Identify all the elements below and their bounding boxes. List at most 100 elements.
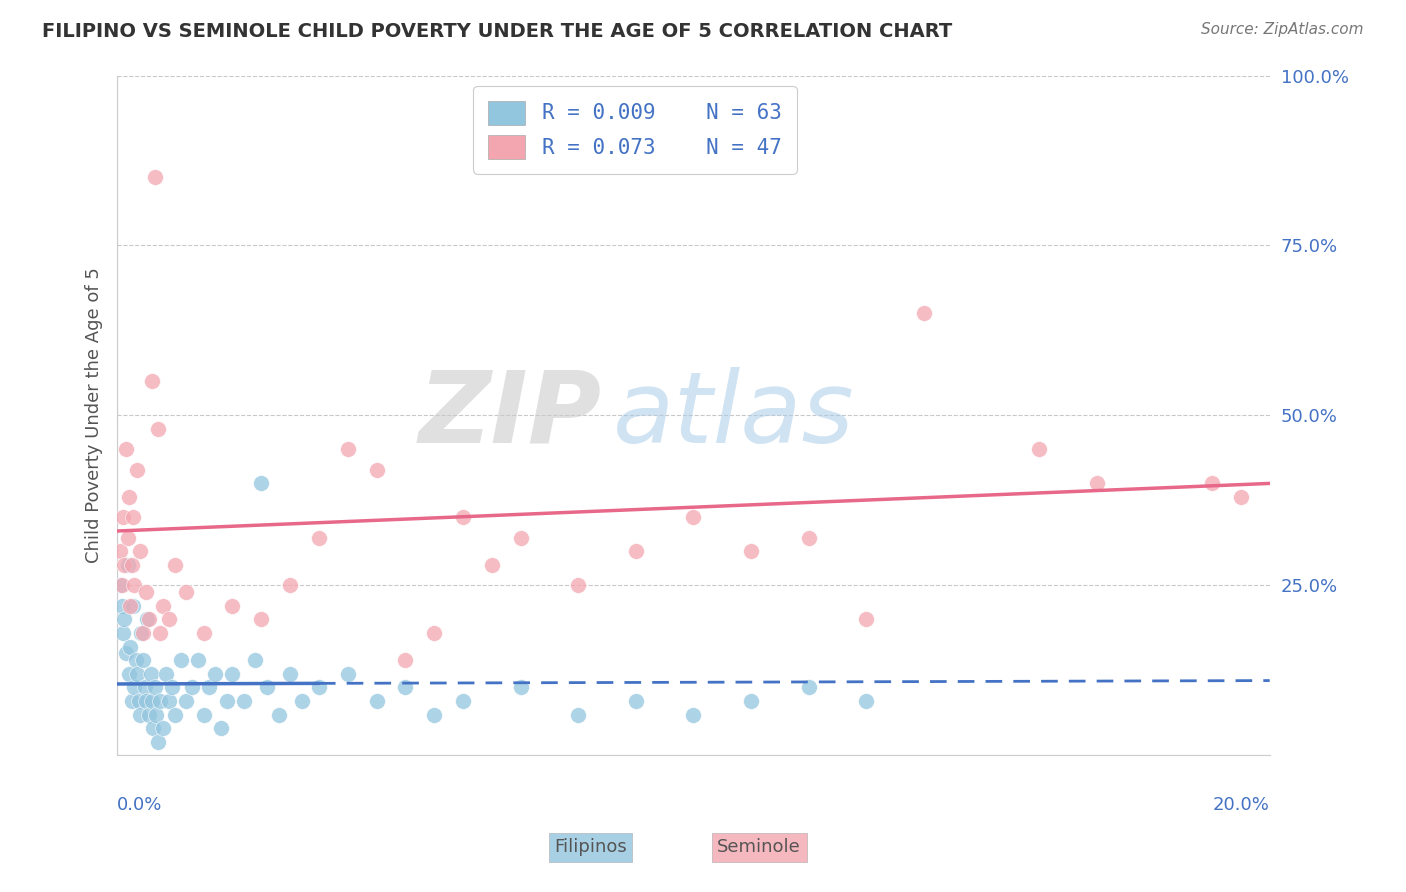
Point — [855, 694, 877, 708]
Text: 20.0%: 20.0% — [1213, 797, 1270, 814]
Point — [145, 707, 167, 722]
Point — [509, 531, 531, 545]
Point — [1085, 476, 1108, 491]
Point — [682, 707, 704, 722]
Point — [134, 681, 156, 695]
Point — [740, 694, 762, 708]
Point — [112, 558, 135, 572]
Point — [124, 681, 146, 695]
Point — [209, 721, 232, 735]
Point — [118, 599, 141, 613]
Point — [135, 694, 157, 708]
Text: Source: ZipAtlas.com: Source: ZipAtlas.com — [1201, 22, 1364, 37]
Point — [423, 707, 446, 722]
Point — [740, 544, 762, 558]
Text: Filipinos: Filipinos — [554, 838, 627, 856]
Point — [118, 490, 141, 504]
Point — [451, 510, 474, 524]
Point — [912, 306, 935, 320]
Point — [250, 612, 273, 626]
Point — [481, 558, 503, 572]
Text: ZIP: ZIP — [418, 367, 602, 464]
Point — [149, 626, 172, 640]
Point — [855, 612, 877, 626]
Point — [336, 666, 359, 681]
Point — [308, 681, 330, 695]
Point — [169, 653, 191, 667]
Point — [394, 653, 416, 667]
Point — [221, 666, 243, 681]
Point — [336, 442, 359, 457]
Point — [187, 653, 209, 667]
Point — [233, 694, 256, 708]
Point — [135, 585, 157, 599]
Point — [366, 463, 388, 477]
Point — [163, 707, 186, 722]
Point — [366, 694, 388, 708]
Point — [117, 531, 139, 545]
Point — [111, 599, 134, 613]
Point — [108, 578, 131, 592]
Point — [152, 599, 174, 613]
Point — [143, 170, 166, 185]
Point — [131, 626, 153, 640]
Point — [567, 578, 589, 592]
Point — [139, 666, 162, 681]
Point — [624, 544, 647, 558]
Point — [157, 694, 180, 708]
Point — [121, 558, 143, 572]
Point — [108, 544, 131, 558]
Point — [124, 578, 146, 592]
Point — [132, 626, 155, 640]
Point — [160, 681, 183, 695]
Point — [111, 578, 134, 592]
Point — [114, 646, 136, 660]
Point — [198, 681, 221, 695]
Point — [138, 707, 160, 722]
Point — [141, 375, 163, 389]
Legend: R = 0.009    N = 63, R = 0.073    N = 47: R = 0.009 N = 63, R = 0.073 N = 47 — [474, 86, 797, 174]
Point — [152, 721, 174, 735]
Point — [278, 578, 301, 592]
Point — [245, 653, 267, 667]
Point — [215, 694, 238, 708]
Point — [121, 694, 143, 708]
Point — [204, 666, 226, 681]
Point — [122, 599, 145, 613]
Point — [291, 694, 314, 708]
Point — [114, 442, 136, 457]
Point — [157, 612, 180, 626]
Point — [797, 681, 820, 695]
Point — [163, 558, 186, 572]
Point — [682, 510, 704, 524]
Point — [129, 707, 152, 722]
Point — [141, 694, 163, 708]
Point — [1230, 490, 1253, 504]
Point — [1201, 476, 1223, 491]
Point — [118, 666, 141, 681]
Point — [176, 694, 198, 708]
Point — [124, 653, 146, 667]
Point — [127, 463, 149, 477]
Point — [155, 666, 177, 681]
Text: 0.0%: 0.0% — [117, 797, 163, 814]
Point — [127, 666, 149, 681]
Point — [138, 612, 160, 626]
Point — [149, 694, 172, 708]
Point — [136, 612, 159, 626]
Point — [308, 531, 330, 545]
Point — [509, 681, 531, 695]
Point — [451, 694, 474, 708]
Point — [143, 681, 166, 695]
Point — [132, 653, 155, 667]
Y-axis label: Child Poverty Under the Age of 5: Child Poverty Under the Age of 5 — [86, 268, 103, 564]
Point — [256, 681, 278, 695]
Point — [797, 531, 820, 545]
Point — [118, 640, 141, 654]
Point — [567, 707, 589, 722]
Point — [624, 694, 647, 708]
Point — [117, 558, 139, 572]
Point — [1028, 442, 1050, 457]
Point — [394, 681, 416, 695]
Point — [267, 707, 290, 722]
